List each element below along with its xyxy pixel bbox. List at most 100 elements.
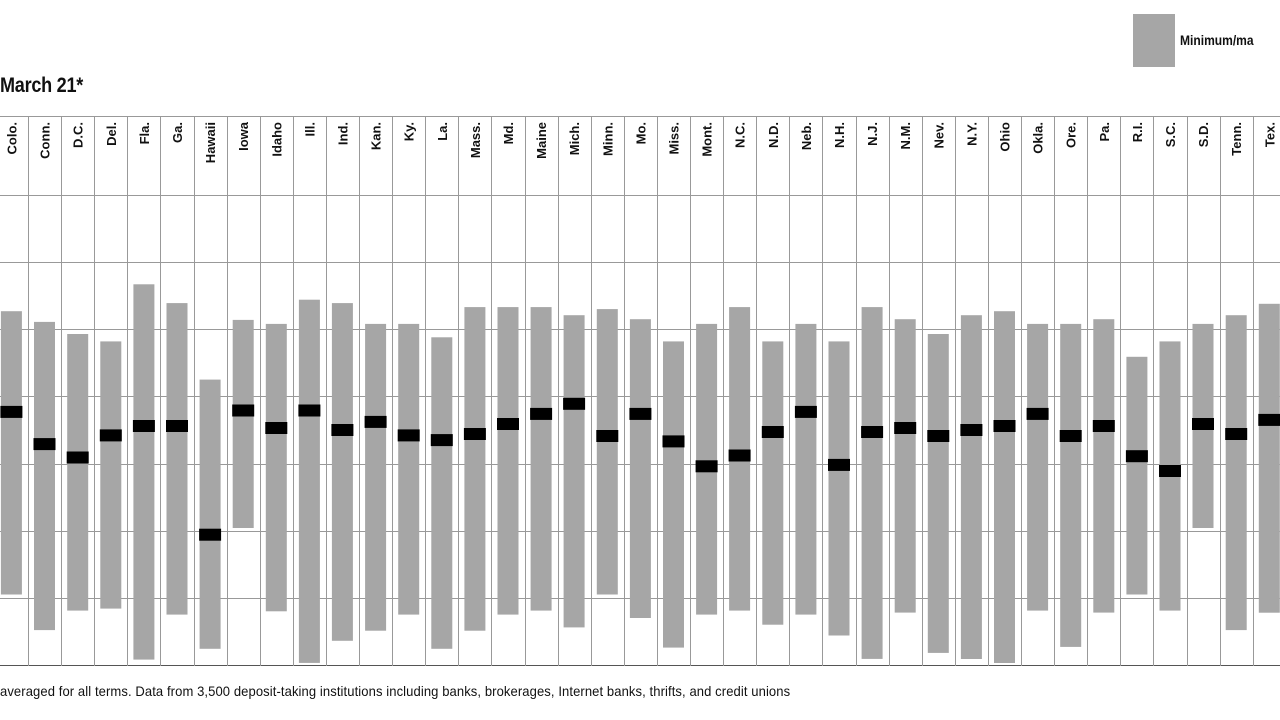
category-label: Del. — [104, 122, 119, 146]
range-bar — [398, 323, 420, 615]
average-marker — [1026, 407, 1049, 420]
category-label: Maine — [534, 122, 549, 159]
average-marker — [166, 420, 188, 432]
category-label: N.J. — [865, 122, 880, 146]
range-bars — [0, 284, 1280, 663]
average-marker — [629, 407, 652, 420]
range-bar — [265, 323, 287, 612]
range-bar — [629, 319, 651, 618]
range-bar — [166, 303, 188, 615]
category-label: Tenn. — [1229, 122, 1244, 156]
category-label: N.H. — [832, 122, 847, 148]
category-label: Nev. — [931, 122, 946, 149]
category-label: Neb. — [799, 122, 814, 150]
range-bar — [497, 307, 519, 615]
category-label: Kan. — [369, 122, 384, 150]
average-marker — [530, 407, 553, 420]
category-label: S.C. — [1163, 122, 1178, 147]
average-marker — [894, 422, 917, 434]
average-marker — [695, 460, 718, 473]
range-bar — [331, 303, 353, 641]
category-label: Mass. — [468, 122, 483, 158]
average-marker — [397, 429, 420, 442]
category-label: N.D. — [766, 122, 781, 148]
average-marker — [1225, 428, 1248, 440]
range-bar — [34, 321, 55, 631]
average-marker — [99, 429, 122, 442]
average-marker — [1258, 413, 1280, 426]
range-bar — [464, 307, 486, 631]
average-marker — [1092, 420, 1115, 432]
category-label: Colo. — [4, 122, 19, 155]
category-label: N.Y. — [964, 122, 979, 146]
category-label: N.C. — [733, 122, 748, 148]
legend-label: Minimum/ma — [1180, 32, 1254, 48]
range-bar — [1027, 323, 1049, 611]
range-bar — [232, 319, 254, 528]
range-bar — [762, 341, 784, 625]
average-marker — [1159, 465, 1181, 477]
category-label: Md. — [501, 122, 516, 144]
average-marker — [132, 420, 155, 432]
average-marker — [728, 449, 751, 462]
range-bar — [530, 307, 552, 611]
range-bar — [828, 341, 850, 636]
chart-footnote: averaged for all terms. Data from 3,500 … — [0, 683, 791, 699]
category-label: Fla. — [137, 122, 152, 144]
range-bar — [1060, 323, 1082, 647]
range-bar — [199, 379, 221, 649]
range-bar — [0, 311, 22, 595]
range-bar — [431, 337, 453, 649]
range-bar — [894, 319, 916, 613]
range-bar — [663, 341, 684, 648]
range-bar — [298, 299, 320, 663]
average-marker — [563, 397, 586, 410]
category-label: Ill. — [302, 122, 317, 136]
average-marker — [33, 438, 56, 451]
range-bar — [596, 309, 618, 595]
category-label: Idaho — [269, 122, 284, 157]
category-labels: Colo. Conn. D.C. Del. Fla. Ga. Hawaii Iowa Idaho… — [4, 121, 1277, 163]
range-bar — [1126, 356, 1148, 595]
category-label: Hawaii — [203, 122, 218, 163]
category-label: Ga. — [170, 122, 185, 143]
category-label: Tex. — [1262, 122, 1277, 147]
category-label: Mont. — [700, 122, 715, 157]
category-label: La. — [435, 122, 450, 141]
average-marker — [794, 405, 817, 418]
average-marker — [993, 420, 1016, 432]
category-label: S.D. — [1196, 122, 1211, 147]
average-marker — [927, 430, 950, 442]
category-label: Ohio — [998, 122, 1013, 152]
range-bar — [960, 315, 982, 659]
average-marker — [66, 451, 89, 464]
average-marker — [596, 430, 619, 442]
average-marker — [662, 435, 685, 448]
average-marker — [331, 424, 354, 436]
average-marker — [1059, 430, 1082, 442]
category-label: Ind. — [335, 122, 350, 145]
average-marker — [1125, 450, 1148, 463]
range-bar — [1225, 315, 1247, 631]
range-bar — [1258, 303, 1280, 613]
chart-subtitle: March 21* — [0, 74, 84, 97]
range-bar — [365, 323, 387, 631]
category-label: Pa. — [1097, 122, 1112, 142]
legend-swatch — [1133, 14, 1175, 67]
average-markers — [0, 397, 1280, 541]
category-label: Mo. — [633, 122, 648, 144]
category-label: Minn. — [600, 122, 615, 156]
category-label: N.M. — [898, 122, 913, 149]
range-bar — [1093, 319, 1115, 613]
range-bar — [927, 334, 949, 653]
range-bar — [100, 341, 122, 609]
range-bar — [861, 307, 883, 659]
category-label: Ore. — [1064, 122, 1079, 148]
category-label: Mich. — [567, 122, 582, 155]
category-label: Conn. — [38, 122, 53, 159]
range-bar — [67, 334, 89, 611]
category-label: R.I. — [1130, 122, 1145, 142]
range-bar — [994, 311, 1015, 663]
average-marker — [430, 434, 453, 447]
